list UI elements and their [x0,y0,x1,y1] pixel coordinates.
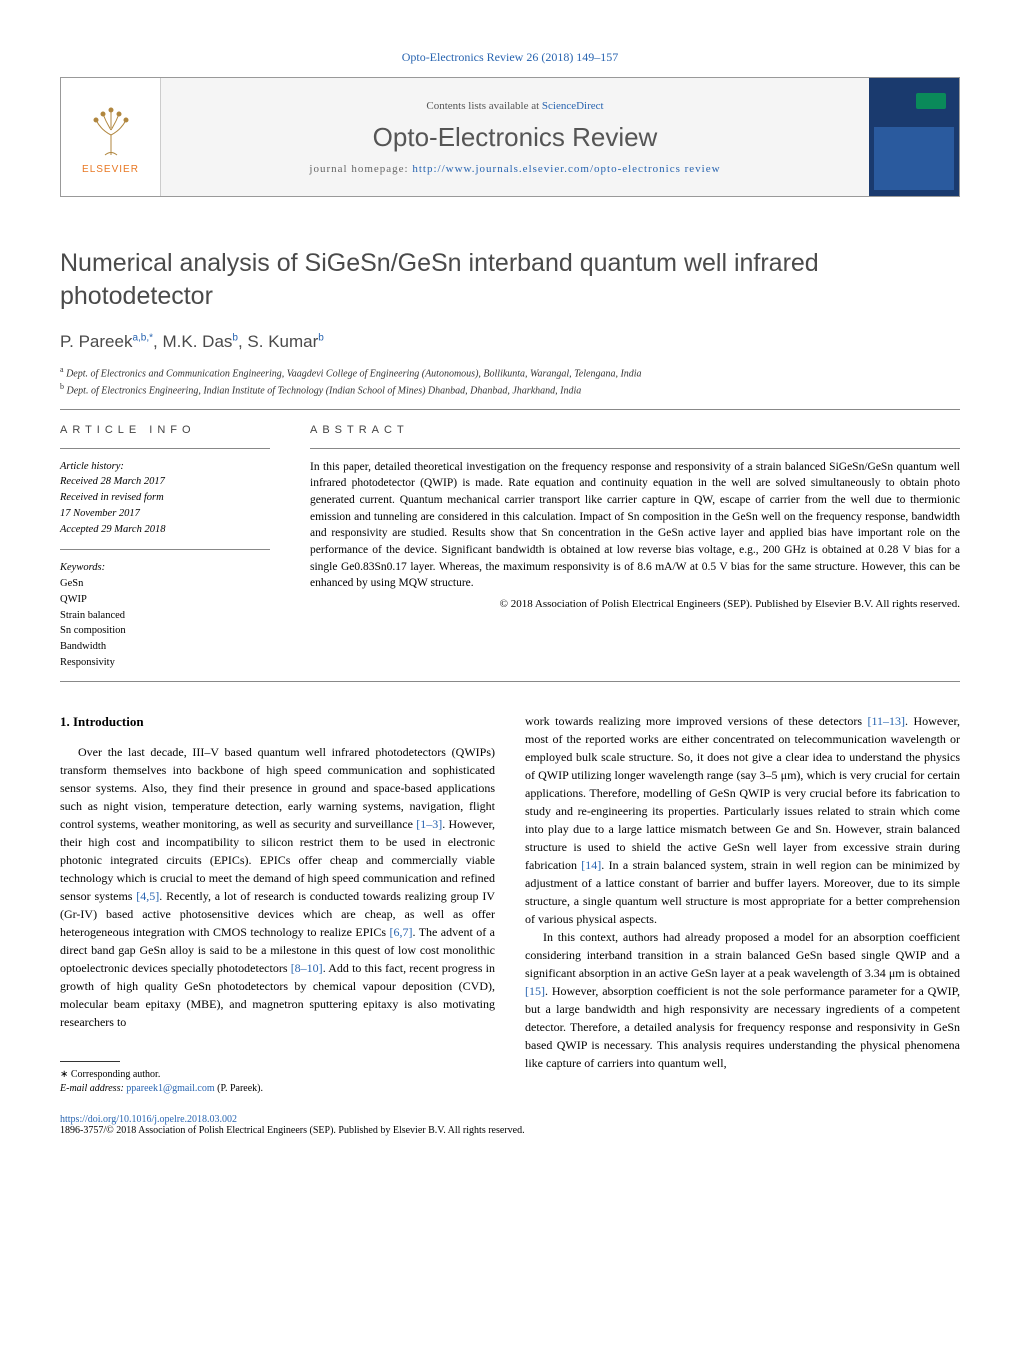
article-history: Article history: Received 28 March 2017 … [60,459,270,538]
keywords-block: Keywords: GeSn QWIP Strain balanced Sn c… [60,560,270,670]
contents-available-line: Contents lists available at ScienceDirec… [161,100,869,112]
abstract-heading: abstract [310,424,960,436]
affiliation-b: b Dept. of Electronics Engineering, Indi… [60,381,960,398]
journal-homepage-line: journal homepage: http://www.journals.el… [161,163,869,175]
rule-bottom [60,681,960,682]
revised-date: 17 November 2017 [60,506,270,522]
elsevier-tree-icon [81,100,141,160]
doi-link[interactable]: https://doi.org/10.1016/j.opelre.2018.03… [60,1114,237,1125]
journal-cover-thumb [869,78,959,196]
info-abstract-row: article info Article history: Received 2… [60,424,960,671]
affil-b-text: Dept. of Electronics Engineering, Indian… [64,386,581,397]
keyword-0: GeSn [60,576,270,592]
publisher-name: ELSEVIER [82,164,139,175]
asterisk-icon: ∗ [60,1069,71,1080]
rule-info [60,448,270,449]
ref-link-15[interactable]: [15] [525,984,545,998]
received-date: Received 28 March 2017 [60,474,270,490]
body-section: 1. Introduction Over the last decade, II… [60,712,960,1097]
author-1: P. Pareek [60,332,132,351]
sciencedirect-link[interactable]: ScienceDirect [542,100,604,112]
affil-a-text: Dept. of Electronics and Communication E… [64,368,642,379]
p2b: . However, most of the reported works ar… [525,714,960,872]
p2a: work towards realizing more improved ver… [525,714,867,728]
author-3-affil-sup: b [318,332,324,343]
p3a: In this context, authors had already pro… [525,930,960,980]
author-2: , M.K. Das [153,332,232,351]
author-1-affil-sup: a,b,* [132,332,153,343]
ref-link-8-10[interactable]: [8–10] [291,961,323,975]
author-3: , S. Kumar [238,332,318,351]
article-info-column: article info Article history: Received 2… [60,424,270,671]
ref-link-14[interactable]: [14] [581,858,601,872]
abstract-column: abstract In this paper, detailed theoret… [310,424,960,671]
journal-title: Opto-Electronics Review [161,122,869,153]
intro-para-1: Over the last decade, III–V based quantu… [60,743,495,1031]
rule-top [60,409,960,410]
intro-para-3: In this context, authors had already pro… [525,928,960,1072]
history-label: Article history: [60,459,270,475]
homepage-link[interactable]: http://www.journals.elsevier.com/opto-el… [412,163,720,175]
homepage-prefix: journal homepage: [309,163,412,175]
body-two-column: 1. Introduction Over the last decade, II… [60,712,960,1097]
footnote-rule [60,1061,120,1062]
corr-author-label: Corresponding author. [71,1069,160,1080]
keyword-2: Strain balanced [60,608,270,624]
author-list: P. Pareeka,b,*, M.K. Dasb, S. Kumarb [60,332,960,352]
rule-keywords [60,549,270,550]
article-title: Numerical analysis of SiGeSn/GeSn interb… [60,247,960,312]
running-header: Opto-Electronics Review 26 (2018) 149–15… [60,50,960,65]
email-suffix: (P. Pareek). [215,1083,263,1094]
ref-link-11-13[interactable]: [11–13] [867,714,905,728]
affiliation-a: a Dept. of Electronics and Communication… [60,364,960,381]
publisher-logo-block: ELSEVIER [61,78,161,196]
keyword-5: Responsivity [60,655,270,671]
abstract-text: In this paper, detailed theoretical inve… [310,459,960,592]
page: Opto-Electronics Review 26 (2018) 149–15… [0,0,1020,1186]
cover-image-icon [874,85,954,190]
issn-copyright-line: 1896-3757/© 2018 Association of Polish E… [60,1125,960,1136]
doi-line: https://doi.org/10.1016/j.opelre.2018.03… [60,1114,960,1125]
keywords-label: Keywords: [60,560,270,576]
rule-abstract [310,448,960,449]
keyword-4: Bandwidth [60,639,270,655]
keyword-1: QWIP [60,592,270,608]
ref-link-6-7[interactable]: [6,7] [389,925,412,939]
accepted-date: Accepted 29 March 2018 [60,522,270,538]
p3b: . However, absorption coefficient is not… [525,984,960,1070]
article-info-heading: article info [60,424,270,436]
journal-banner: ELSEVIER Contents lists available at Sci… [60,77,960,197]
intro-heading: 1. Introduction [60,712,495,732]
affiliations: a Dept. of Electronics and Communication… [60,364,960,399]
revised-label: Received in revised form [60,490,270,506]
abstract-copyright: © 2018 Association of Polish Electrical … [310,598,960,610]
corr-email-link[interactable]: ppareek1@gmail.com [126,1083,214,1094]
intro-para-2: work towards realizing more improved ver… [525,712,960,928]
contents-prefix: Contents lists available at [426,100,541,112]
email-label: E-mail address: [60,1083,126,1094]
corresponding-author-footnote: ∗ Corresponding author. E-mail address: … [60,1068,495,1096]
ref-link-1-3[interactable]: [1–3] [416,817,442,831]
keyword-3: Sn composition [60,623,270,639]
banner-center: Contents lists available at ScienceDirec… [161,100,869,175]
ref-link-4-5[interactable]: [4,5] [136,889,159,903]
